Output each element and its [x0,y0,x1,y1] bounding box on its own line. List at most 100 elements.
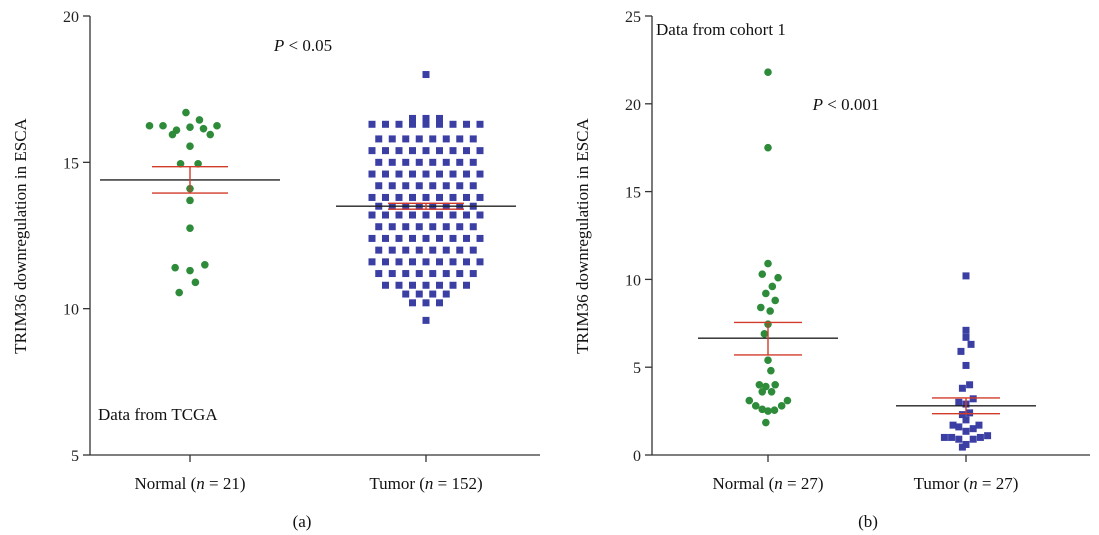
panel-a-tumor-point [449,120,457,128]
panel-a-y-tick-label: 10 [63,302,79,319]
panel-a-tumor-point [436,193,443,201]
panel-b-x-label-tumor: Tumor (n = 27) [914,474,1019,493]
panel-a-tumor-point [415,290,423,298]
panel-a-tumor-point [476,193,484,201]
panel-b-tumor-point [955,423,963,431]
panel-a-tumor-point [476,211,484,219]
panel-a-tumor-point [402,246,410,254]
panel-a-tumor-point [422,120,430,128]
panel-b-normal-point [758,387,767,396]
panel-a-tumor-point [436,114,443,122]
panel-a-tumor-point [409,299,416,307]
panel-a-tumor-point [382,281,389,289]
panel-a-tumor-point [456,246,464,254]
panel-a-tumor-point [436,299,443,307]
panel-a-tumor-point [422,147,430,155]
panel-a-tumor-point [402,270,410,278]
panel-a-tumor-point [368,193,376,201]
panel-a-tumor-point [476,170,484,178]
panel-b-normal-point [757,303,765,312]
panel-a-tumor-point [395,193,403,201]
panel-a-normal-point [175,288,183,297]
panel-a-normal-point [195,116,204,124]
panel-b-tumor-point [984,432,992,440]
panel-b-normal-point [783,396,792,405]
panel-b-tumor-point [975,421,983,429]
panel-a-tumor-point [422,211,430,219]
panel-a-tumor-point [368,211,376,219]
panel-b-pvalue-text: < 0.001 [823,95,879,114]
panel-a-tumor-point [375,182,383,190]
panel-a-tumor-point [395,147,403,155]
panel-a-tumor-point [463,120,470,128]
panel-a-pvalue-symbol: P [273,36,284,55]
panel-b-normal-point [777,402,786,410]
panel-a-tumor-point [422,281,430,289]
panel-b-y-tick-label: 10 [625,272,641,289]
panel-a-tumor-point [449,211,457,219]
panel-a-tumor-point [476,234,484,242]
panel-b-y-tick-label: 25 [625,9,641,26]
panel-a-tumor-point [463,234,470,242]
panel-a-tumor-point [436,258,443,266]
panel-b-y-tick-label: 15 [625,185,641,202]
panel-a-tumor-point [422,299,430,307]
panel-a-tumor-point [375,158,383,166]
panel-a-normal-point [186,266,194,275]
panel-a-tumor-point [449,193,457,201]
panel-a-tumor-point [388,246,396,254]
panel-a-tumor-point [429,223,437,231]
panel-a-tumor-point [402,290,410,298]
panel-a-tumor-point [415,135,423,143]
panel-a-tumor-point [436,170,443,178]
panel-a-y-tick-label: 20 [63,9,79,26]
panel-a-tumor-point [415,246,423,254]
panel-a-tumor-point [429,246,437,254]
panel-b-tumor-point [955,398,963,406]
panel-b-tumor-point [969,425,977,433]
panel-b-normal-point [770,406,779,415]
panel-a-tumor-point [469,246,477,254]
panel-a-tumor-point [422,316,430,324]
panel-a-tumor-point [388,223,396,231]
panel-b-normal-point [771,380,779,389]
panel-a-tumor-point [429,270,437,278]
panel-b-tumor-point [962,427,970,435]
panel-a-pvalue-text: < 0.05 [284,36,332,55]
panel-b-pvalue-symbol: P [812,95,823,114]
panel-a-tumor-point [395,120,403,128]
panel-a-tumor-point [469,135,477,143]
panel-a-tumor-point [456,182,464,190]
panel-b-normal-point [766,307,774,315]
panel-a-tumor-point [368,147,376,155]
panel-a-normal-point [171,263,179,272]
panel-b-tumor-point [962,326,970,334]
panel-a-chart: TRIM36 downregulation in ESCA Data from … [11,9,540,531]
panel-a-normal-point [186,142,194,151]
panel-a-tumor-point [429,290,437,298]
panel-a-y-tick-label: 5 [71,448,79,465]
panel-b-tumor-point [962,361,970,369]
panel-a-normal-point [201,260,209,269]
panel-a-tumor-point [422,193,430,201]
panel-a-tumor-point [449,281,457,289]
panel-a-tumor-point [409,258,416,266]
panel-a-tumor-point [409,114,416,122]
panel-a-tumor-point [463,193,470,201]
panel-a-tumor-point [388,270,396,278]
panel-b-tumor-point [957,347,965,355]
panel-a-tumor-point [382,211,389,219]
panel-b-normal-point [767,387,776,396]
panel-a-tumor-point [442,158,450,166]
panel-a-tumor-point [442,270,450,278]
panel-a-tumor-point [409,120,416,128]
panel-a-tumor-point [409,193,416,201]
panel-a-tumor-point [476,120,484,128]
panel-a-tumor-point [422,114,430,122]
panel-b-y-label: TRIM36 downregulation in ESCA [573,117,592,353]
panel-a-tumor-point [436,147,443,155]
panel-a-x-label-tumor: Tumor (n = 152) [369,474,482,493]
panel-a-tumor-point [382,258,389,266]
panel-a-x-label-normal: Normal (n = 21) [134,474,245,493]
